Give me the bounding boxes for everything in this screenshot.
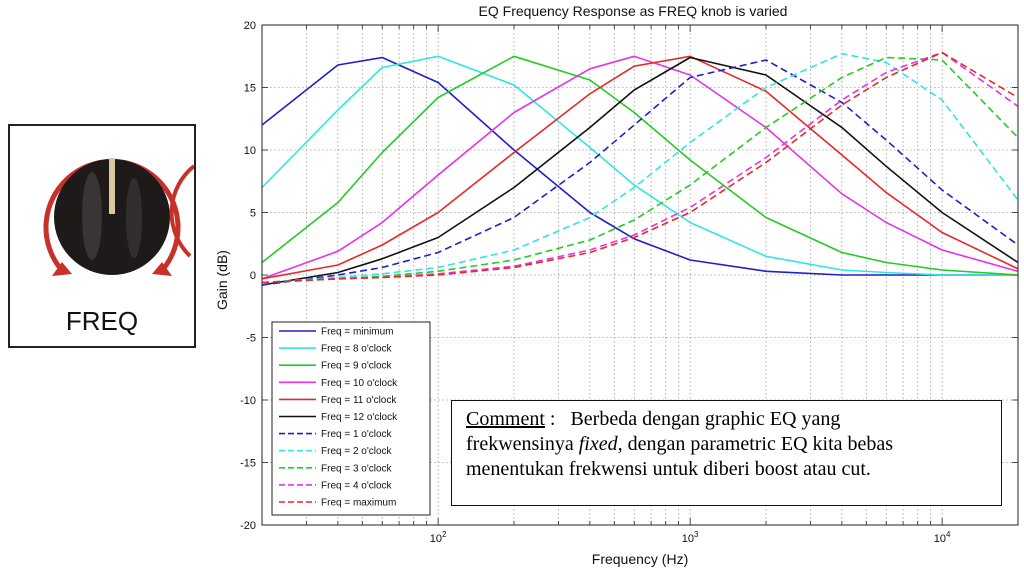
chart-title: EQ Frequency Response as FREQ knob is va… — [479, 3, 788, 19]
legend-label: Freq = 9 o'clock — [321, 361, 393, 372]
series-line-1 — [261, 56, 1018, 276]
x-tick-labels: 102 103 104 — [430, 530, 951, 545]
y-tick-label: -10 — [240, 395, 256, 407]
series-line-6 — [261, 56, 1019, 286]
series-line-3 — [261, 55, 1019, 276]
y-tick-label: -20 — [240, 520, 256, 532]
x-tick-label: 104 — [934, 530, 951, 545]
knob-highlight — [82, 172, 102, 260]
knob-arc-arrow-right — [152, 262, 172, 276]
x-axis-label: Frequency (Hz) — [592, 551, 688, 567]
neighbor-knob-edge — [169, 164, 194, 258]
plot-frame — [261, 24, 1019, 526]
y-axis-label: Gain (dB) — [214, 250, 230, 310]
legend-label: Freq = 4 o'clock — [321, 480, 393, 491]
y-tick-label: 5 — [250, 208, 256, 220]
x-tick-label: 102 — [430, 530, 447, 545]
comment-line-1: Comment : Berbeda dengan graphic EQ yang — [466, 407, 987, 432]
knob-arc-arrow-left — [52, 262, 72, 276]
y-tick-label: 0 — [250, 270, 256, 282]
comment-text-3: menentukan frekwensi untuk diberi boost … — [466, 458, 871, 480]
y-tick-labels: -20 -15 -10 -5 0 5 10 15 20 — [240, 20, 256, 532]
y-tick-label: -15 — [240, 458, 256, 470]
comment-line-3: menentukan frekwensi untuk diberi boost … — [466, 457, 987, 482]
series-line-11 — [261, 51, 1019, 284]
y-tick-label: 20 — [244, 20, 256, 32]
series-line-2 — [261, 55, 1018, 276]
series-lines — [261, 51, 1019, 286]
series-line-9 — [261, 56, 1019, 284]
legend-label: Freq = 3 o'clock — [321, 463, 393, 474]
series-line-8 — [261, 52, 1019, 284]
legend-box — [271, 321, 431, 516]
knob-highlight-2 — [126, 178, 142, 258]
legend-label: Freq = 10 o'clock — [321, 378, 398, 389]
comment-text-2a: frekwensinya — [466, 433, 579, 455]
knob-label: FREQ — [65, 306, 139, 336]
legend-label: Freq = 8 o'clock — [321, 344, 393, 355]
comment-box: Comment : Berbeda dengan graphic EQ yang… — [451, 400, 1002, 506]
comment-sep: : — [544, 408, 571, 430]
knob-body — [54, 159, 170, 275]
series-line-4 — [261, 55, 1019, 280]
y-tick-label: 10 — [244, 145, 256, 157]
legend-label: Freq = 2 o'clock — [321, 446, 393, 457]
comment-text-2em: fixed — [578, 433, 618, 455]
series-line-7 — [261, 59, 1019, 286]
comment-text-1: Berbeda dengan graphic EQ yang — [570, 408, 841, 430]
comment-line-2: frekwensinya fixed, dengan parametric EQ… — [466, 432, 987, 457]
legend-label: Freq = 1 o'clock — [321, 429, 393, 440]
legend-label: Freq = 12 o'clock — [321, 412, 398, 423]
y-tick-label: 15 — [244, 83, 256, 95]
comment-label: Comment — [466, 408, 545, 430]
series-line-5 — [261, 55, 1019, 280]
legend-label: Freq = minimum — [321, 327, 394, 338]
freq-knob-image[interactable] — [10, 126, 194, 306]
x-tick-label: 103 — [682, 530, 699, 545]
comment-text-2b: , dengan parametric EQ kita bebas — [617, 433, 894, 455]
legend-label: Freq = 11 o'clock — [321, 395, 397, 406]
legend-label: Freq = maximum — [321, 498, 396, 509]
knob-pointer — [109, 158, 115, 214]
series-line-10 — [261, 51, 1019, 284]
knob-panel: FREQ — [8, 124, 196, 348]
y-tick-label: -5 — [246, 333, 256, 345]
legend: Freq = minimum Freq = 8 o'clock Freq = 9 o… — [271, 321, 431, 516]
